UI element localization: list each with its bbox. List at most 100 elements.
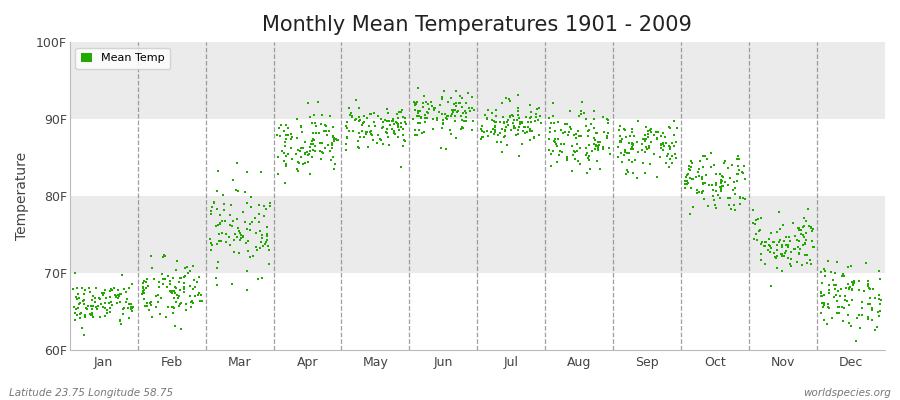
Point — [174, 300, 188, 306]
Point — [184, 304, 198, 310]
Point — [364, 111, 378, 118]
Point — [141, 283, 156, 289]
Point — [518, 114, 533, 120]
Point — [526, 135, 541, 141]
Point — [117, 286, 131, 293]
Point — [706, 186, 721, 193]
Point — [723, 195, 737, 201]
Point — [783, 238, 797, 244]
Point — [325, 142, 339, 148]
Point — [857, 287, 871, 294]
Point — [821, 258, 835, 264]
Point — [852, 286, 867, 293]
Point — [501, 116, 516, 123]
Point — [271, 171, 285, 178]
Point — [356, 120, 370, 126]
Point — [728, 185, 742, 192]
Point — [254, 169, 268, 176]
Point — [325, 140, 339, 146]
Point — [779, 242, 794, 248]
Point — [243, 254, 257, 260]
Point — [662, 164, 676, 170]
Point — [105, 286, 120, 293]
Point — [96, 292, 111, 298]
Point — [440, 113, 454, 119]
Point — [364, 128, 378, 135]
Point — [260, 233, 274, 239]
Point — [112, 317, 127, 323]
Point — [410, 132, 425, 139]
Point — [234, 234, 248, 241]
Point — [850, 315, 864, 322]
Point — [611, 144, 625, 150]
Point — [690, 190, 705, 196]
Point — [98, 287, 112, 294]
Point — [295, 161, 310, 167]
Point — [410, 113, 424, 119]
Point — [781, 234, 796, 240]
Point — [166, 304, 180, 310]
Point — [520, 119, 535, 125]
Point — [774, 251, 788, 257]
Point — [710, 192, 724, 198]
Point — [96, 304, 111, 310]
Point — [144, 265, 158, 271]
Point — [359, 128, 374, 135]
Point — [122, 285, 136, 291]
Point — [478, 112, 492, 118]
Point — [68, 306, 83, 312]
Point — [306, 136, 320, 142]
Point — [814, 290, 829, 296]
Point — [177, 289, 192, 296]
Point — [380, 130, 394, 136]
Point — [217, 200, 231, 207]
Point — [104, 301, 119, 308]
Point — [500, 142, 515, 148]
Point — [430, 115, 445, 122]
Point — [318, 145, 332, 151]
Point — [241, 248, 256, 254]
Point — [308, 120, 322, 126]
Point — [488, 119, 502, 126]
Point — [151, 284, 166, 290]
Point — [259, 238, 274, 245]
Point — [480, 114, 494, 121]
Point — [714, 186, 728, 192]
Point — [714, 180, 728, 186]
Point — [418, 118, 432, 125]
Point — [116, 311, 130, 318]
Point — [524, 119, 538, 126]
Point — [458, 118, 473, 124]
Point — [511, 114, 526, 121]
Point — [294, 123, 309, 129]
Point — [165, 290, 179, 296]
Point — [845, 296, 859, 303]
Point — [799, 252, 814, 258]
Point — [159, 284, 174, 290]
Point — [432, 109, 446, 116]
Point — [832, 293, 847, 300]
Point — [838, 296, 852, 303]
Point — [582, 142, 597, 148]
Point — [232, 250, 247, 257]
Point — [534, 120, 548, 126]
Point — [511, 91, 526, 98]
Point — [77, 332, 92, 338]
Point — [762, 242, 777, 249]
Point — [542, 136, 556, 143]
Point — [351, 144, 365, 150]
Point — [784, 256, 798, 262]
Point — [617, 126, 632, 133]
Point — [611, 144, 625, 150]
Point — [73, 300, 87, 306]
Point — [657, 143, 671, 149]
Point — [683, 167, 698, 173]
Point — [518, 123, 532, 130]
Point — [684, 176, 698, 183]
Point — [449, 88, 464, 94]
Point — [371, 113, 385, 119]
Point — [580, 155, 595, 161]
Point — [860, 283, 875, 290]
Point — [662, 124, 676, 130]
Point — [480, 115, 494, 122]
